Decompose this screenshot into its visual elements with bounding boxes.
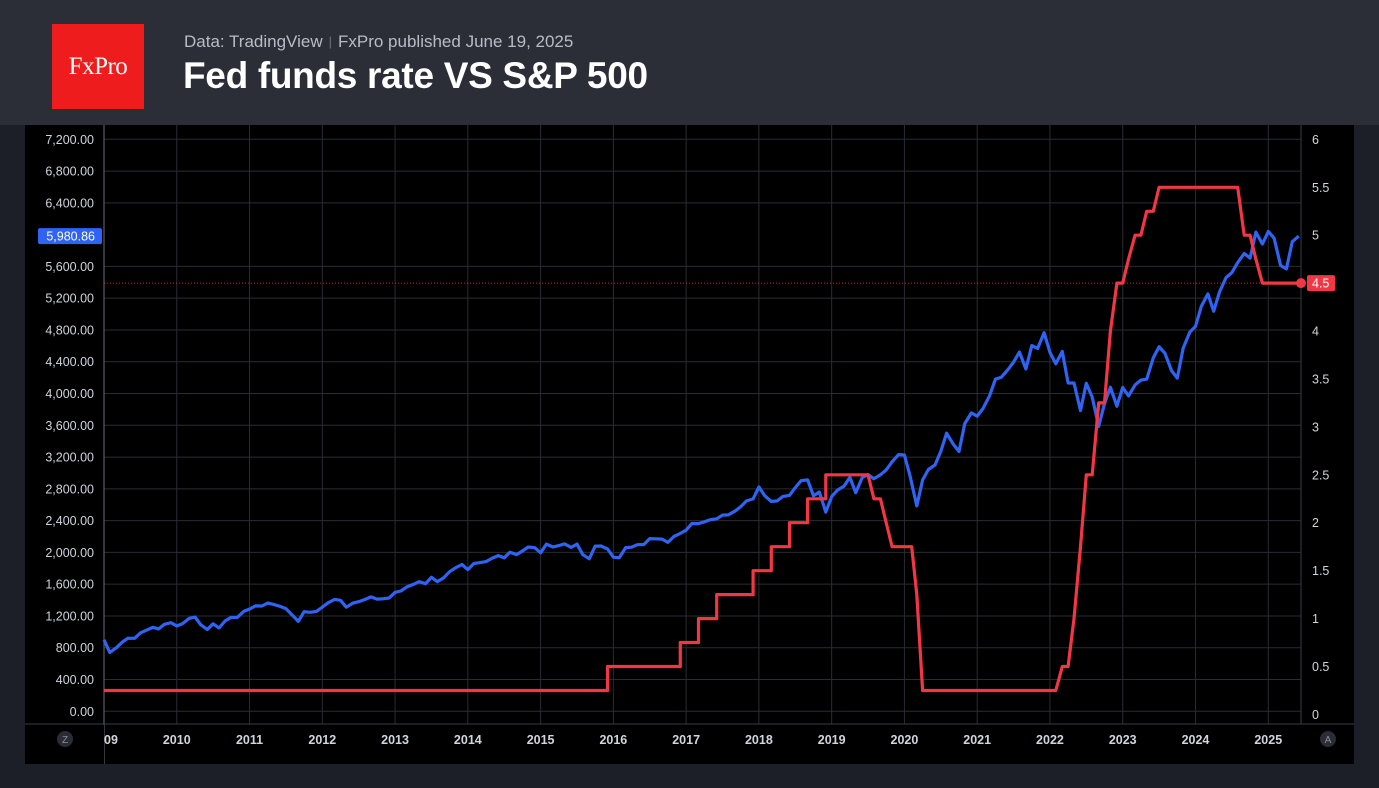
left-axis-tick-label: 5,600.00 bbox=[45, 260, 94, 274]
left-axis-tick-label: 1,200.00 bbox=[45, 609, 94, 623]
left-axis-tick-label: 2,000.00 bbox=[45, 546, 94, 560]
left-axis-tick-label: 5,200.00 bbox=[45, 292, 94, 306]
chart-background bbox=[25, 125, 1354, 764]
x-axis-tick-label: 2011 bbox=[236, 733, 263, 747]
sp500-line bbox=[102, 229, 1300, 655]
left-axis-tick-label: 2,800.00 bbox=[45, 482, 94, 496]
published-text: FxPro published June 19, 2025 bbox=[338, 32, 574, 51]
left-axis-tick-label: 3,200.00 bbox=[45, 451, 94, 465]
sp500-last-value-label: 5,980.86 bbox=[46, 230, 95, 244]
z-scale-button-label: Z bbox=[62, 735, 68, 746]
x-axis-tick-label: 2018 bbox=[745, 733, 773, 747]
right-axis-tick-label: 1.5 bbox=[1312, 564, 1329, 578]
x-axis-tick-label: 2021 bbox=[963, 733, 991, 747]
fed-rate-last-point bbox=[1296, 278, 1306, 289]
sp500-last-value-badge bbox=[38, 228, 102, 245]
auto-scale-button[interactable] bbox=[1320, 731, 1336, 747]
x-axis-tick-label: 2014 bbox=[454, 733, 482, 747]
left-axis-tick-label: 2,400.00 bbox=[45, 514, 94, 528]
left-axis-tick-label: 6,400.00 bbox=[45, 196, 94, 210]
auto-scale-button-label: A bbox=[1325, 735, 1332, 746]
x-axis-tick-label: 2023 bbox=[1109, 733, 1137, 747]
right-axis-tick-label: 5 bbox=[1312, 229, 1319, 243]
right-axis-tick-label: 6 bbox=[1312, 133, 1319, 147]
left-axis-tick-label: 6,800.00 bbox=[45, 165, 94, 179]
left-axis-tick-label: 4,800.00 bbox=[45, 323, 94, 337]
x-axis-tick-label: 2010 bbox=[163, 733, 191, 747]
page-title: Fed funds rate VS S&P 500 bbox=[183, 55, 648, 96]
data-source-text: Data: TradingView bbox=[184, 32, 323, 51]
right-axis-tick-label: 2 bbox=[1312, 516, 1319, 530]
left-axis-tick-label: 800.00 bbox=[56, 641, 94, 655]
chart-panel: 0.00 400.00 800.00 1,200.00 1,600.00 2,000.00… bbox=[25, 125, 1354, 764]
x-axis-tick-label: 2017 bbox=[672, 733, 700, 747]
left-axis-tick-label: 7,200.00 bbox=[45, 133, 94, 147]
header-bar: FxPro Data: TradingView | FxPro published … bbox=[0, 0, 1379, 125]
right-axis-tick-label: 3 bbox=[1312, 420, 1319, 434]
x-axis-tick-label: 2013 bbox=[381, 733, 409, 747]
x-axis-tick-label: 2020 bbox=[891, 733, 919, 747]
x-axis-tick-label: 2022 bbox=[1036, 733, 1064, 747]
right-axis-tick-label: 5.5 bbox=[1312, 181, 1329, 195]
chart-svg: 0.00 400.00 800.00 1,200.00 1,600.00 2,000.00… bbox=[25, 125, 1354, 764]
left-axis-tick-label: 3,600.00 bbox=[45, 419, 94, 433]
right-axis-tick-label: 4 bbox=[1312, 325, 1319, 339]
left-axis-tick-label: 0.00 bbox=[70, 705, 94, 719]
separator: | bbox=[328, 34, 332, 49]
right-axis-tick-label: 1 bbox=[1312, 612, 1319, 626]
right-axis-tick-label: 2.5 bbox=[1312, 468, 1329, 482]
x-axis-tick-label: 2019 bbox=[818, 733, 846, 747]
right-axis-tick-label: 0.5 bbox=[1312, 660, 1329, 674]
right-axis-tick-label: 0 bbox=[1312, 708, 1319, 722]
x-axis-tick-label: 2015 bbox=[527, 733, 555, 747]
fxpro-logo: FxPro bbox=[52, 24, 144, 109]
fed-rate-last-value-badge bbox=[1307, 275, 1335, 292]
right-axis-tick-label: 3.5 bbox=[1312, 372, 1329, 386]
fed-rate-line bbox=[104, 185, 1301, 693]
x-axis-tick-label: 2025 bbox=[1254, 733, 1282, 747]
left-axis-tick-label: 400.00 bbox=[56, 673, 94, 687]
x-axis-tick-label: 2012 bbox=[308, 733, 336, 747]
left-axis-tick-label: 4,000.00 bbox=[45, 387, 94, 401]
x-axis-tick-label: 2024 bbox=[1182, 733, 1210, 747]
left-axis-tick-label: 1,600.00 bbox=[45, 578, 94, 592]
x-axis-tick-label: 2016 bbox=[599, 733, 627, 747]
source-line: Data: TradingView | FxPro published June 1… bbox=[184, 32, 573, 52]
left-axis-tick-label: 4,400.00 bbox=[45, 355, 94, 369]
fed-rate-last-value-label: 4.5 bbox=[1312, 277, 1329, 291]
z-scale-button[interactable] bbox=[57, 731, 73, 747]
